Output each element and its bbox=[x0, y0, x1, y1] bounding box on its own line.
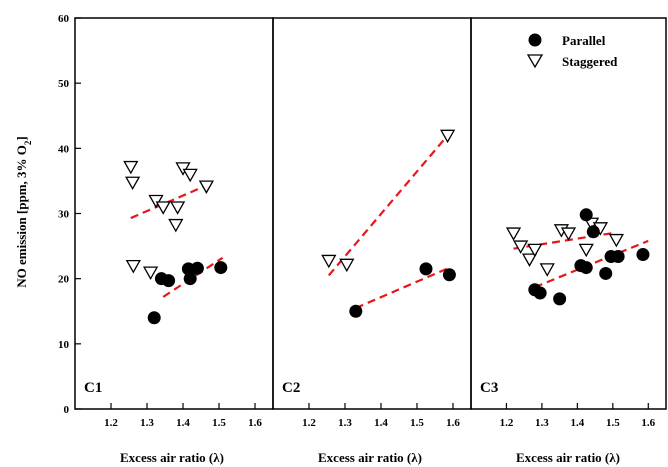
staggered-point-c2-2 bbox=[439, 129, 456, 144]
staggered-point-c3-0 bbox=[505, 227, 522, 241]
staggered-point-c1-7 bbox=[169, 201, 186, 215]
parallel-point-c1-6 bbox=[214, 261, 228, 275]
x-tick-label-p1-1.4: 1.4 bbox=[176, 417, 190, 429]
staggered-point-c1-2 bbox=[125, 259, 141, 274]
staggered-point-c3-3 bbox=[527, 243, 543, 258]
y-axis-label-main: NO emission [ppm, 3% O bbox=[14, 145, 29, 288]
fit-lines-layer bbox=[130, 132, 649, 310]
panel-frame-3 bbox=[470, 17, 667, 410]
axes-layer bbox=[74, 17, 667, 410]
staggered-point-c3-2 bbox=[521, 253, 538, 267]
panel-label-c3: C3 bbox=[480, 380, 498, 396]
x-tick-label-p2-1.2: 1.2 bbox=[302, 417, 316, 429]
y-tick-label-40: 40 bbox=[58, 143, 70, 155]
parallel-point-c1-2 bbox=[162, 274, 176, 288]
parallel-point-c2-0 bbox=[349, 304, 363, 318]
staggered-point-c1-8 bbox=[175, 162, 191, 176]
parallel-fit-line-c3 bbox=[534, 239, 649, 289]
staggered-point-c1-10 bbox=[198, 180, 215, 194]
parallel-point-c3-10 bbox=[636, 248, 650, 262]
x-tick-label-p3-1.5: 1.5 bbox=[606, 417, 620, 429]
x-tick-label-p2-1.5: 1.5 bbox=[410, 417, 424, 429]
x-tick-label-p2-1.3: 1.3 bbox=[338, 417, 352, 429]
y-tick-label-60: 60 bbox=[58, 13, 70, 25]
x-tick-label-p1-1.6: 1.6 bbox=[248, 417, 262, 429]
staggered-point-c1-5 bbox=[155, 201, 171, 215]
y-tick-label-30: 30 bbox=[58, 209, 70, 221]
x-tick-label-p1-1.2: 1.2 bbox=[104, 417, 118, 429]
x-tick-label-p1-1.5: 1.5 bbox=[212, 417, 226, 429]
x-tick-label-p1-1.3: 1.3 bbox=[140, 417, 154, 429]
legend: Parallel Staggered bbox=[526, 33, 618, 69]
y-tick-label-50: 50 bbox=[58, 78, 70, 90]
staggered-point-c3-7 bbox=[578, 243, 594, 258]
ticks-layer: 0 10 20 30 40 50 60 1.2 1.3 1.4 1.5 1.6 1.2 1.3 1.4 1.5… bbox=[58, 13, 656, 429]
parallel-fit-line-c2 bbox=[355, 265, 452, 310]
staggered-point-c1-6 bbox=[168, 218, 184, 233]
parallel-point-c3-1 bbox=[533, 286, 547, 300]
parallel-point-c3-5 bbox=[579, 208, 593, 222]
parallel-point-c3-4 bbox=[579, 261, 593, 275]
parallel-point-c3-6 bbox=[586, 225, 600, 239]
x-tick-label-p3-1.3: 1.3 bbox=[535, 417, 549, 429]
staggered-point-c3-6 bbox=[560, 227, 577, 241]
legend-parallel-label: Parallel bbox=[562, 33, 606, 48]
parallel-fit-line-c1 bbox=[162, 256, 224, 298]
x-tick-label-p3-1.6: 1.6 bbox=[641, 417, 655, 429]
x-axis-label-2: Excess air ratio (λ) bbox=[318, 450, 422, 465]
legend-staggered-label: Staggered bbox=[562, 54, 618, 69]
y-tick-label-10: 10 bbox=[58, 339, 70, 351]
y-tick-label-20: 20 bbox=[58, 274, 70, 286]
y-axis-label-close: ] bbox=[14, 136, 29, 140]
x-tick-label-p2-1.6: 1.6 bbox=[446, 417, 460, 429]
parallel-point-c2-1 bbox=[419, 262, 433, 276]
parallel-point-c3-9 bbox=[611, 250, 625, 264]
staggered-point-c3-10 bbox=[608, 233, 624, 248]
markers-layer bbox=[123, 129, 650, 325]
staggered-point-c1-0 bbox=[123, 160, 139, 175]
x-tick-label-p3-1.4: 1.4 bbox=[570, 417, 584, 429]
staggered-point-c1-4 bbox=[148, 194, 164, 209]
staggered-point-c1-1 bbox=[124, 176, 141, 191]
staggered-point-c1-3 bbox=[142, 266, 159, 280]
x-tick-label-p2-1.4: 1.4 bbox=[374, 417, 388, 429]
staggered-point-c3-1 bbox=[513, 240, 529, 254]
panel-frame-1 bbox=[74, 17, 274, 410]
y-tick-label-0: 0 bbox=[64, 404, 70, 416]
panel-label-c2: C2 bbox=[282, 380, 300, 396]
x-axis-label-1: Excess air ratio (λ) bbox=[120, 450, 224, 465]
parallel-point-c3-2 bbox=[553, 292, 567, 306]
staggered-fit-line-c2 bbox=[327, 132, 451, 277]
staggered-point-c1-9 bbox=[182, 168, 198, 183]
x-axis-label-3: Excess air ratio (λ) bbox=[516, 450, 620, 465]
panel-frame-2 bbox=[272, 17, 472, 410]
y-axis-label-subscript: 2 bbox=[23, 140, 33, 145]
y-axis-label: NO emission [ppm, 3% O2] bbox=[14, 136, 33, 288]
staggered-point-c2-1 bbox=[339, 258, 355, 273]
parallel-point-c1-4 bbox=[183, 272, 197, 286]
x-tick-label-p3-1.2: 1.2 bbox=[500, 417, 514, 429]
staggered-point-c2-0 bbox=[321, 254, 337, 269]
legend-parallel-marker bbox=[528, 33, 542, 47]
legend-staggered-marker bbox=[526, 54, 544, 69]
staggered-point-c3-4 bbox=[539, 263, 555, 277]
parallel-point-c2-2 bbox=[442, 268, 456, 282]
parallel-point-c1-5 bbox=[190, 261, 204, 275]
panel-label-c1: C1 bbox=[84, 380, 102, 396]
parallel-point-c3-7 bbox=[599, 266, 613, 280]
parallel-point-c1-0 bbox=[147, 311, 161, 325]
